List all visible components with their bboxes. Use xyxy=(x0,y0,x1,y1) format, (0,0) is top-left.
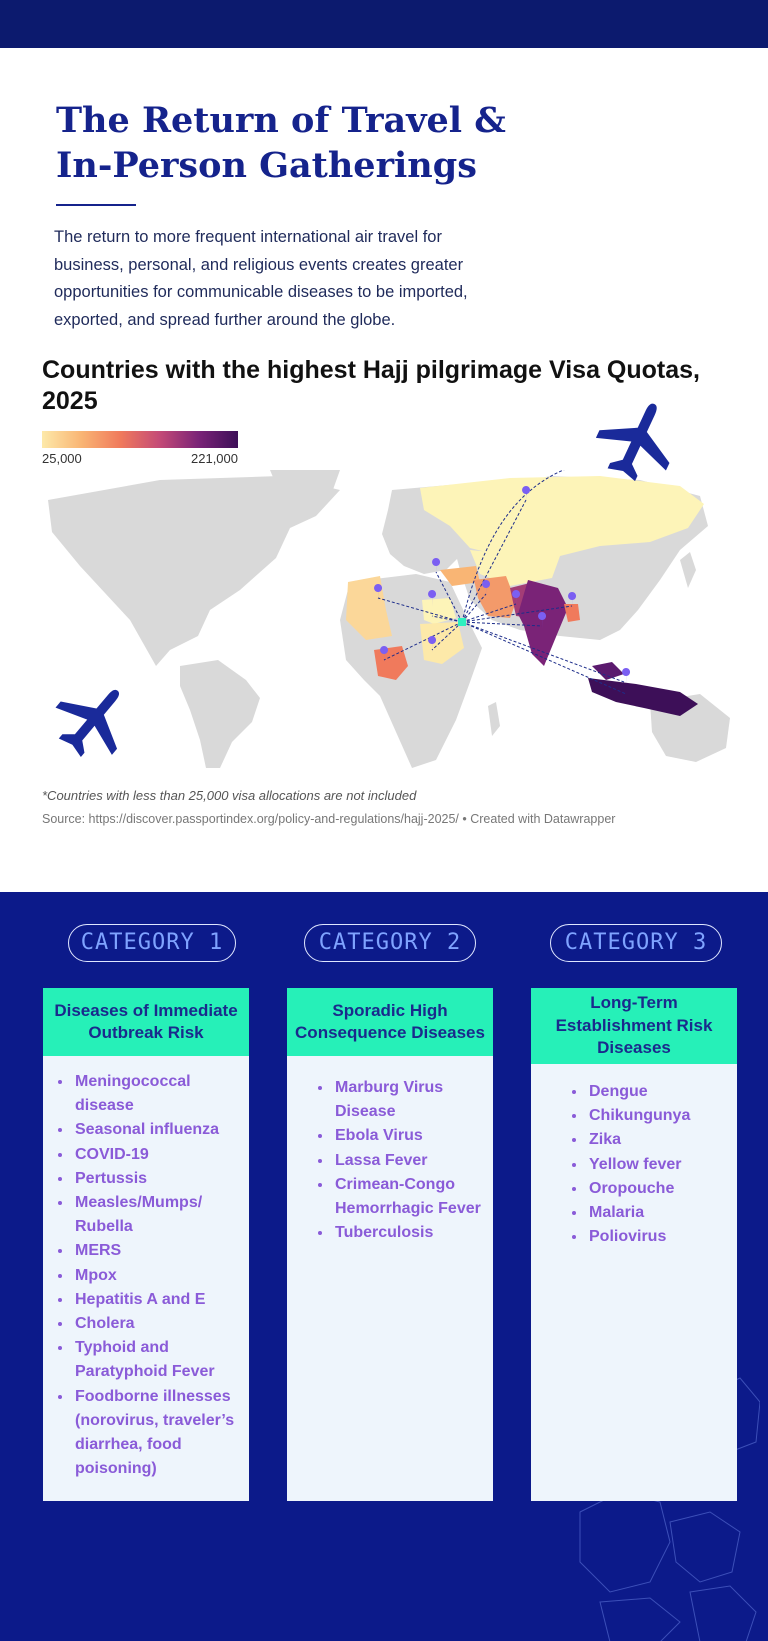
legend-min-label: 25,000 xyxy=(42,451,82,466)
list-item: Malaria xyxy=(587,1201,737,1225)
list-item: MERS xyxy=(73,1239,241,1263)
map-title: Countries with the highest Hajj pilgrima… xyxy=(42,356,700,415)
map-pin-icon xyxy=(538,612,547,629)
route-egypt xyxy=(431,615,463,623)
category-3-list: Dengue Chikungunya Zika Yellow fever Oro… xyxy=(571,1080,737,1249)
map-pin-icon xyxy=(374,584,383,601)
map-pin-icon xyxy=(622,668,631,685)
category-3-card: Long-Term Establishment Risk Diseases De… xyxy=(531,988,737,1501)
page-title: The Return of Travel & In-Person Gatheri… xyxy=(56,98,616,188)
map-pin-icon xyxy=(432,558,441,575)
route-pakistan xyxy=(461,603,517,623)
list-item: Poliovirus xyxy=(587,1225,737,1249)
map-pin-icon xyxy=(568,592,577,609)
map-pin-icon xyxy=(522,486,531,503)
algeria-region xyxy=(346,576,392,640)
route-turkey xyxy=(435,571,463,623)
list-item: Ebola Virus xyxy=(333,1124,493,1148)
north-america-shape xyxy=(48,476,340,666)
bangladesh-region xyxy=(564,604,580,622)
category-2-label: CATEGORY 2 xyxy=(304,924,476,962)
list-item: Chikungunya xyxy=(587,1104,737,1128)
russia-region xyxy=(420,476,704,558)
top-banner xyxy=(0,0,768,48)
world-map xyxy=(48,470,730,768)
list-item: Yellow fever xyxy=(587,1153,737,1177)
route-iran xyxy=(461,593,487,623)
category-2-heading: Sporadic High Consequence Diseases xyxy=(287,988,493,1056)
greenland-shape xyxy=(270,470,340,510)
map-pin-icon xyxy=(380,646,389,663)
list-item: Marburg Virus Disease xyxy=(333,1076,493,1124)
route-sudan xyxy=(431,621,463,651)
hajj-hub-marker xyxy=(458,618,466,626)
list-item: Pertussis xyxy=(73,1167,241,1191)
list-item: Crimean-Congo Hemorrhagic Fever xyxy=(333,1173,493,1221)
route-algeria xyxy=(377,597,463,623)
color-scale-legend xyxy=(42,431,238,448)
route-russia xyxy=(461,499,527,623)
list-item: Hepatitis A and E xyxy=(73,1288,241,1312)
list-item: Tuberculosis xyxy=(333,1221,493,1245)
list-item: Seasonal influenza xyxy=(73,1118,241,1142)
category-3-heading: Long-Term Establishment Risk Diseases xyxy=(531,988,737,1064)
list-item: Mpox xyxy=(73,1264,241,1288)
category-2-list: Marburg Virus Disease Ebola Virus Lassa … xyxy=(317,1076,493,1245)
south-america-shape xyxy=(180,660,260,768)
airplane-icon xyxy=(55,689,120,758)
category-1-heading: Diseases of Immediate Outbreak Risk xyxy=(43,988,249,1056)
map-pins xyxy=(374,486,631,685)
map-pin-icon xyxy=(428,636,437,653)
title-line-2: In-Person Gatherings xyxy=(56,145,477,186)
category-2-card: Sporadic High Consequence Diseases Marbu… xyxy=(287,988,493,1501)
list-item: Cholera xyxy=(73,1312,241,1336)
turkey-region xyxy=(440,566,480,586)
map-footnote: *Countries with less than 25,000 visa al… xyxy=(42,788,417,803)
indonesia-region xyxy=(588,678,698,716)
madagascar-shape xyxy=(488,702,500,736)
map-pin-icon xyxy=(428,590,437,607)
sudan-region xyxy=(420,622,464,664)
kazakhstan-region xyxy=(470,550,560,586)
list-item: Meningococcal disease xyxy=(73,1070,241,1118)
list-item: Foodborne illnesses (norovirus, traveler… xyxy=(73,1385,241,1482)
map-source: Source: https://discover.passportindex.o… xyxy=(42,812,616,826)
list-item: Dengue xyxy=(587,1080,737,1104)
nigeria-region xyxy=(374,646,408,680)
title-underline xyxy=(56,204,136,206)
japan-shape xyxy=(680,552,696,588)
list-item: Lassa Fever xyxy=(333,1149,493,1173)
title-line-1: The Return of Travel & xyxy=(56,100,506,141)
route-india xyxy=(461,621,543,627)
category-1-list: Meningococcal disease Seasonal influenza… xyxy=(57,1070,241,1481)
list-item: Oropouche xyxy=(587,1177,737,1201)
map-pin-icon xyxy=(482,580,491,597)
map-pin-icon xyxy=(512,590,521,607)
route-to-plane xyxy=(461,470,566,623)
india-region xyxy=(518,580,568,666)
list-item: COVID-19 xyxy=(73,1143,241,1167)
legend-max-label: 221,000 xyxy=(191,451,238,466)
malaysia-region xyxy=(592,662,624,680)
intro-paragraph: The return to more frequent internationa… xyxy=(54,228,468,329)
category-3-label: CATEGORY 3 xyxy=(550,924,722,962)
category-1-label: CATEGORY 1 xyxy=(68,924,236,962)
list-item: Zika xyxy=(587,1128,737,1152)
list-item: Typhoid and Paratyphoid Fever xyxy=(73,1336,241,1384)
route-bangladesh xyxy=(461,605,573,623)
route-nigeria xyxy=(383,621,463,661)
flight-routes xyxy=(377,470,627,695)
list-item: Measles/Mumps/ Rubella xyxy=(73,1191,241,1239)
route-indonesia-a xyxy=(461,621,625,683)
airplane-icon xyxy=(596,403,670,482)
quota-countries xyxy=(346,476,704,716)
category-1-card: Diseases of Immediate Outbreak Risk Meni… xyxy=(43,988,249,1501)
